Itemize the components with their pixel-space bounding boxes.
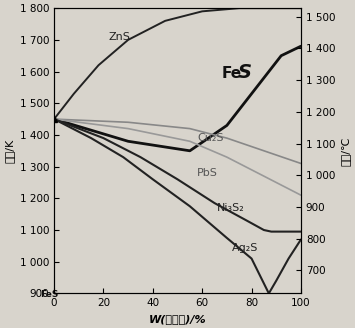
Text: Fe: Fe: [222, 66, 242, 81]
Text: Ni₃S₂: Ni₃S₂: [217, 203, 245, 213]
Text: ZnS: ZnS: [108, 32, 130, 42]
Text: FeS: FeS: [40, 290, 58, 299]
X-axis label: W(硬化物)/%: W(硬化物)/%: [149, 314, 206, 324]
Y-axis label: 温度/K: 温度/K: [4, 139, 14, 163]
Text: Cu₂S: Cu₂S: [197, 133, 224, 143]
Text: PbS: PbS: [197, 168, 218, 178]
Text: S: S: [238, 63, 252, 82]
Y-axis label: 温度/℃: 温度/℃: [341, 136, 351, 166]
Text: Ag₂S: Ag₂S: [232, 243, 258, 253]
